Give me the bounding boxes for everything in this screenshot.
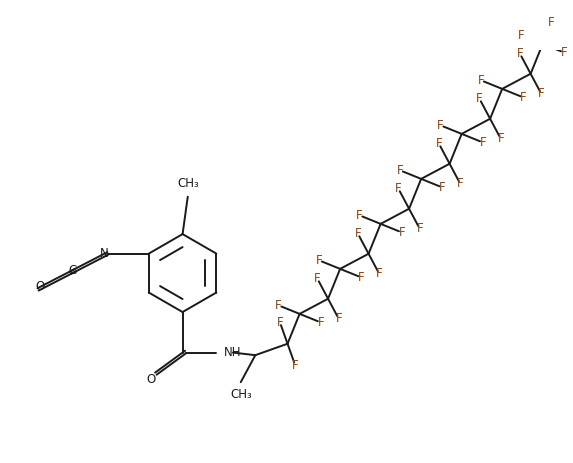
Text: F: F [397,164,403,177]
Text: F: F [399,226,405,239]
Text: F: F [439,181,446,194]
Text: F: F [277,316,283,329]
Text: C: C [68,264,77,277]
Text: F: F [356,209,363,222]
Text: F: F [355,227,361,240]
Text: F: F [395,182,402,195]
Text: F: F [437,119,444,132]
Text: F: F [480,136,486,149]
Text: CH₃: CH₃ [177,177,199,190]
Text: F: F [317,316,324,329]
Text: F: F [316,254,322,267]
Text: F: F [292,359,299,372]
Text: F: F [314,272,321,285]
Text: N: N [100,247,109,260]
Text: F: F [478,74,484,87]
Text: F: F [517,47,523,60]
Text: F: F [275,299,282,312]
Text: F: F [560,46,567,59]
Text: F: F [548,16,555,29]
Text: CH₃: CH₃ [230,388,252,401]
Text: F: F [435,137,442,150]
Text: F: F [538,88,545,100]
Text: F: F [457,177,464,190]
Text: O: O [146,373,155,386]
Text: O: O [36,280,45,294]
Text: F: F [476,92,482,105]
Text: F: F [358,271,364,284]
Text: F: F [376,268,383,281]
Text: F: F [520,91,527,104]
Text: NH: NH [224,346,242,359]
Text: F: F [518,29,525,42]
Text: F: F [417,222,423,236]
Text: F: F [497,132,504,145]
Text: F: F [335,313,342,325]
